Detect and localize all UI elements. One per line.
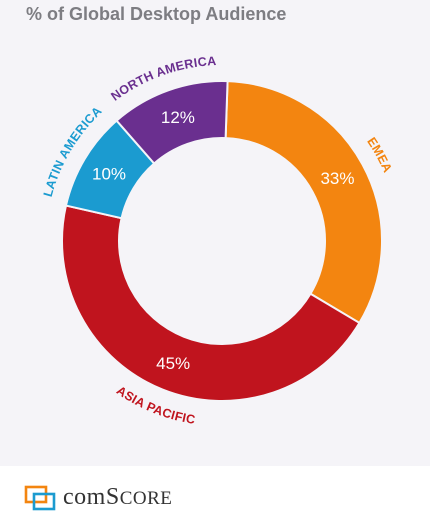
logo-wordmark: comSCORE: [63, 484, 172, 511]
slice-asia-pacific: [61, 204, 361, 402]
slice-emea: [224, 80, 383, 325]
logo-prefix: com: [63, 484, 106, 510]
comscore-logo-icon: [24, 485, 56, 510]
pct-label-asia-pacific: 45%: [156, 354, 190, 373]
chart-title: % of Global Desktop Audience: [26, 4, 287, 24]
region-label-emea: EMEA: [364, 135, 394, 175]
footer: comSCORE: [0, 466, 430, 528]
comscore-logo: comSCORE: [24, 484, 172, 511]
pct-label-emea: 33%: [320, 169, 354, 188]
pct-label-latin-america: 10%: [92, 165, 126, 184]
logo-suffix: CORE: [119, 488, 173, 509]
percent-labels: 33% 45% 10% 12%: [92, 108, 354, 373]
chart-panel: % of Global Desktop Audience 33% 45% 10% 12…: [0, 0, 430, 466]
donut-slices: [61, 80, 383, 402]
slice-north-america: [115, 80, 229, 165]
logo-mid: S: [105, 484, 120, 510]
pct-label-north-america: 12%: [161, 108, 195, 127]
